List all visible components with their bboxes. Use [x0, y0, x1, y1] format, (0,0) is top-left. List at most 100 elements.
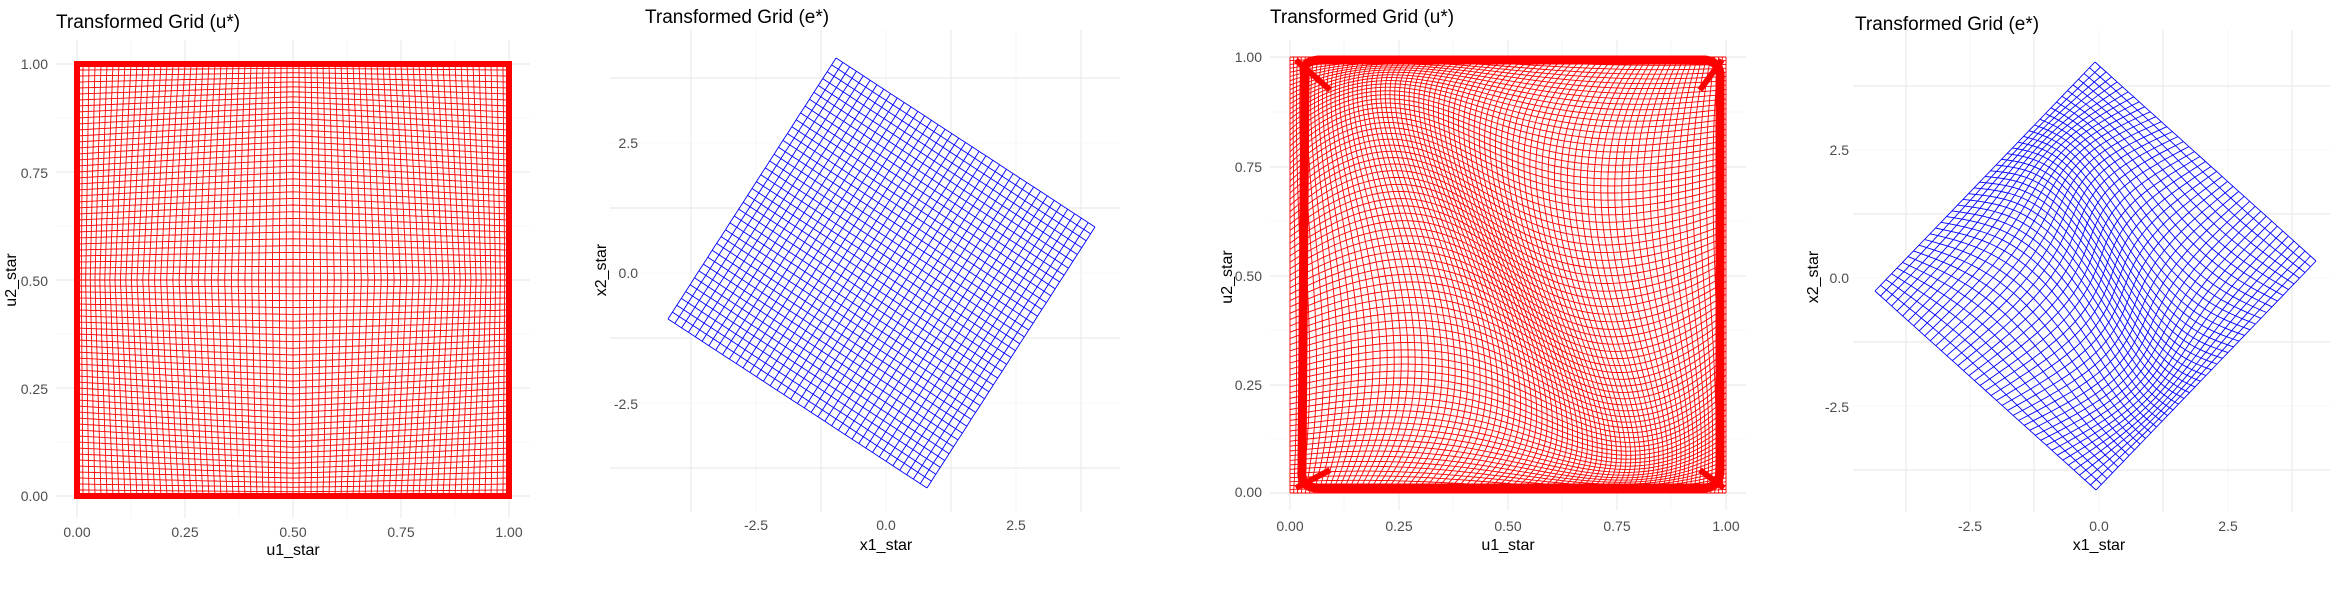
panel-4-mesh-line [2034, 124, 2256, 325]
panel-3-mesh-line [1289, 86, 1727, 134]
panel-3-y-tick-2: 0.75 [1235, 159, 1262, 175]
panel-1-title: Transformed Grid (u*) [56, 12, 240, 33]
panel-1-x-tick-4: 0.75 [387, 524, 414, 540]
panel-3-mesh-line [1541, 56, 1613, 494]
panel-1-y-tick-5: 0.00 [21, 488, 48, 504]
panel-3-mesh-line [1289, 205, 1727, 284]
panel-4-mesh-line [2067, 90, 2289, 290]
panel-3-mesh-line [1289, 235, 1727, 315]
panel-3-mesh-line [1289, 74, 1727, 111]
panel-3-mesh-line [1289, 198, 1727, 277]
panel-2-mesh-line [826, 71, 1087, 242]
panel-1-x-axis-label: u1_star [266, 542, 320, 559]
panel-4-mesh-line [2039, 118, 2262, 319]
panel-4-mesh-line [1940, 221, 2163, 422]
panel-4-mesh-line [2028, 130, 2251, 331]
panel-3-mesh-line [1289, 183, 1727, 261]
panel-3-mesh-line [1289, 111, 1727, 173]
panel-3-mesh-line [1289, 65, 1727, 90]
panel-3-mesh-line [1600, 56, 1655, 494]
panel-3-mesh-line [1289, 61, 1727, 80]
panel-3-mesh-corners [1294, 57, 1726, 491]
panel-2-mesh-line [831, 64, 1091, 235]
panel-1-y-tick-2: 0.75 [21, 165, 48, 181]
panel-2-mesh-line [804, 105, 1065, 276]
panel-3-mesh-line [1586, 56, 1646, 494]
panel-4-gridlines [1853, 30, 2330, 512]
panel-2-x-axis-label: x1_star [860, 537, 913, 554]
panel-2-mesh-line [913, 217, 1082, 480]
panel-4-mesh-line [1913, 96, 2134, 327]
panel-3-mesh-line [1671, 56, 1698, 494]
panel-3-mesh-line [1289, 227, 1727, 308]
panel-2-x-tick-3: 2.5 [1006, 517, 1026, 533]
panel-2-y-axis-label: x2_star [593, 243, 610, 296]
panel-1-mesh-line [76, 106, 510, 119]
panel-4-mesh-line [2062, 230, 2284, 461]
panel-3-mesh-line [1289, 157, 1727, 231]
panel-3-mesh-line [1698, 56, 1714, 494]
panel-4: Transformed Grid (e*) 2.5 0.0 -2.5 -2.5 … [1805, 14, 2330, 554]
panel-3-y-axis-label: u2_star [1219, 250, 1236, 304]
panel-1-mesh-line [466, 63, 477, 497]
panel-3-mesh-line [1547, 56, 1617, 494]
panel-1-mesh-line [76, 72, 510, 77]
panel-3-mesh-line [1289, 138, 1727, 208]
panel-1-mesh-line [76, 123, 510, 137]
panel-1-y-tick-1: 1.00 [21, 56, 48, 72]
panel-4-mesh-line [2040, 210, 2262, 441]
panel-3-x-axis-label: u1_star [1481, 537, 1535, 554]
panel-4-x-tick-2: 0.0 [2089, 518, 2109, 534]
panel-2-mesh-line [803, 146, 973, 409]
panel-4-mesh-line [2083, 73, 2306, 273]
panel-3-mesh-line [1649, 56, 1686, 494]
panel-4-x-tick-3: 2.5 [2218, 518, 2238, 534]
panel-2-y-tick-2: 0.0 [619, 265, 639, 281]
panel-4-mesh-line [2023, 195, 2245, 426]
panel-1-mesh-line [496, 63, 501, 497]
panel-4-mesh-line [2061, 95, 2284, 296]
panel-4-mesh-line [1990, 170, 2212, 371]
panel-1-y-tick-4: 0.25 [21, 381, 48, 397]
panel-4-mesh-line [2007, 181, 2228, 411]
panel-3-mesh-line [1663, 56, 1694, 494]
panel-3-mesh-line [1529, 56, 1603, 494]
panel-1-mesh-line [77, 67, 509, 71]
panel-4-mesh-line [2034, 205, 2256, 436]
panel-4-y-axis-label: x2_star [1805, 250, 1822, 303]
panel-3-mesh-line [1628, 56, 1673, 494]
panel-3-mesh-line [1566, 56, 1632, 494]
panel-4-y-tick-2: 0.0 [1830, 270, 1850, 286]
panel-2-mesh-line [773, 153, 1034, 324]
panel-4-y-tick-3: -2.5 [1825, 399, 1849, 415]
panel-4-mesh-line [2072, 84, 2295, 285]
panel-2-mesh-line [800, 112, 1060, 283]
panel-2-mesh-line [831, 164, 1000, 426]
panel-4-mesh-line [2050, 107, 2273, 308]
panel-1-mesh-line [448, 63, 461, 497]
panel-4-mesh-line [2084, 250, 2306, 481]
panel-4-mesh-line [2001, 176, 2223, 406]
panel-3-mesh-line [1535, 56, 1608, 494]
panel-3-mesh-line [1554, 56, 1622, 494]
panel-4-mesh-line [2045, 113, 2267, 313]
panel-4-mesh-line [2057, 225, 2278, 456]
panel-3-mesh-line [1289, 71, 1727, 105]
panel-4-mesh-line [1996, 171, 2217, 401]
panel-3-mesh-line [1560, 56, 1627, 494]
panel-2-x-tick-1: -2.5 [744, 517, 768, 533]
panel-4-mesh-line [2001, 158, 2223, 359]
panel-2-mesh-line [822, 78, 1082, 248]
panel-3-x-tick-5: 1.00 [1712, 518, 1739, 534]
panel-1-mesh-line [484, 63, 492, 497]
panel-1-mesh-line [442, 63, 456, 497]
panel-4-mesh-line [2012, 147, 2234, 348]
panel-3-mesh-line [1289, 102, 1727, 160]
panel-4-mesh-line [2094, 61, 2317, 262]
panel-4-mesh-line [2017, 141, 2240, 342]
panel-3-mesh-line [1500, 56, 1579, 494]
panel-1-mesh-line [490, 63, 497, 497]
panel-3-y-tick-1: 1.00 [1235, 49, 1262, 65]
panel-1-mesh [74, 61, 512, 499]
